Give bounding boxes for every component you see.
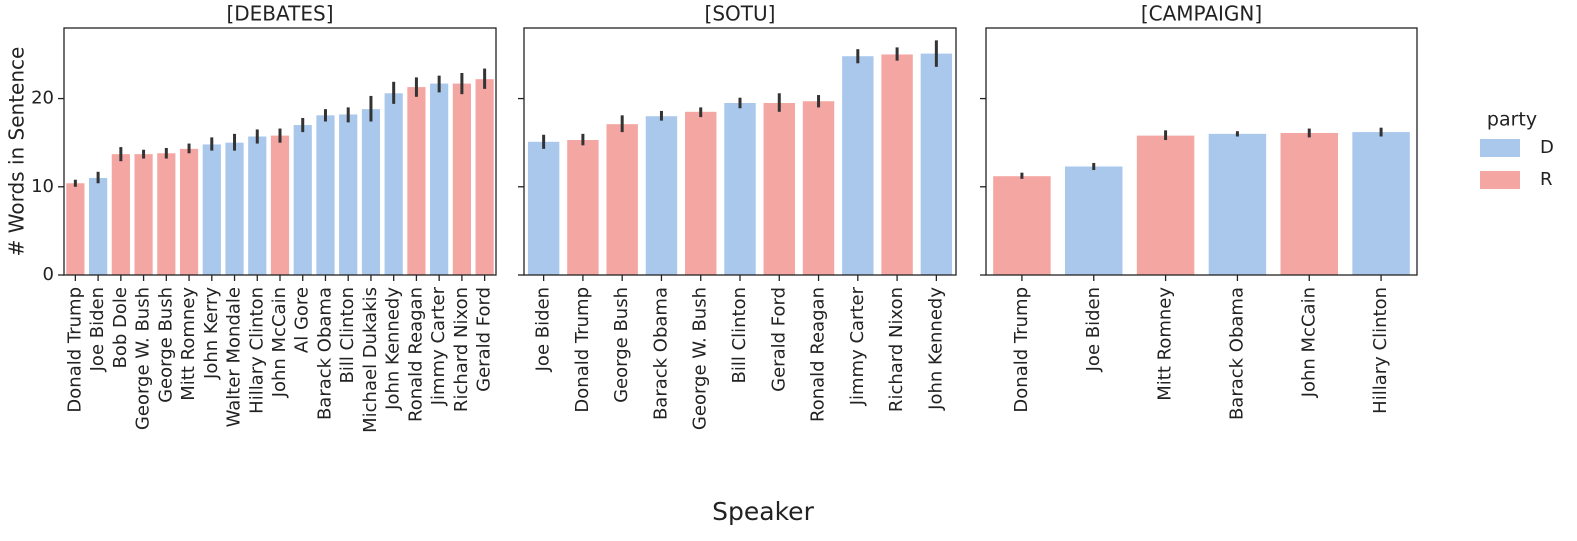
x-tick-label: George W. Bush [133, 287, 154, 430]
bar [802, 101, 835, 275]
bar [452, 83, 471, 275]
bar [1352, 132, 1410, 275]
bar [685, 111, 717, 275]
bar [645, 116, 678, 275]
x-tick-label: Ronald Reagan [808, 287, 829, 422]
legend-title: party [1487, 109, 1537, 131]
x-tick-label: John McCain [269, 287, 290, 398]
x-tick-label: Joe Biden [1083, 287, 1104, 372]
bar [339, 114, 358, 275]
bar [475, 79, 494, 276]
bar [134, 154, 153, 275]
x-tick-label: John Kennedy [925, 287, 946, 411]
x-axis-label: Speaker [712, 497, 814, 526]
legend-label: D [1540, 137, 1554, 158]
y-axis-label: # Words in Sentence [5, 47, 29, 257]
x-tick-label: George Bush [155, 287, 176, 403]
y-tick-label: 20 [31, 88, 54, 109]
y-tick-label: 10 [31, 176, 54, 197]
x-tick-label: Jimmy Carter [847, 286, 868, 406]
panel-frame [985, 27, 1418, 276]
x-tick-label: Al Gore [292, 287, 313, 353]
panel-title: [SOTU] [705, 2, 776, 26]
bar [361, 109, 381, 276]
x-tick-label: Barack Obama [650, 287, 671, 420]
bar [111, 154, 130, 275]
panel-frame [523, 27, 957, 276]
bar [881, 54, 913, 275]
x-tick-label: John McCain [1298, 287, 1319, 398]
x-tick-label: Hillary Clinton [1370, 287, 1391, 414]
x-tick-label: George W. Bush [690, 287, 711, 430]
x-tick-label: Jimmy Carter [428, 286, 449, 406]
x-tick-label: Donald Trump [572, 287, 593, 413]
x-tick-label: Walter Mondale [224, 287, 245, 427]
bar [1136, 135, 1195, 275]
bar [920, 53, 953, 276]
bar [202, 144, 221, 275]
x-tick-label: John Kennedy [383, 287, 404, 411]
y-tick-label: 0 [43, 264, 54, 285]
panel-title: [CAMPAIGN] [1141, 2, 1262, 26]
bar [1280, 132, 1338, 275]
x-tick-label: Richard Nixon [886, 287, 907, 412]
bar [993, 176, 1051, 275]
bar [66, 183, 85, 275]
bar [225, 142, 244, 275]
x-tick-label: Richard Nixon [451, 287, 472, 412]
x-tick-label: Gerald Ford [768, 287, 789, 392]
x-tick-label: Barack Obama [1226, 287, 1247, 420]
x-tick-label: Donald Trump [64, 287, 85, 413]
bar [1065, 166, 1123, 275]
x-tick-label: Joe Biden [87, 287, 108, 372]
panel-title: [DEBATES] [226, 2, 333, 26]
legend-swatch [1480, 171, 1520, 189]
bar [293, 125, 312, 276]
x-tick-label: Hillary Clinton [246, 287, 267, 414]
bar [248, 136, 267, 275]
x-tick-label: John Kerry [201, 287, 222, 380]
bar [316, 115, 335, 275]
bar [430, 83, 449, 275]
bar [384, 93, 403, 276]
bar [407, 87, 426, 275]
x-tick-label: Joe Biden [533, 287, 554, 372]
bar [270, 135, 290, 275]
x-tick-label: Bill Clinton [729, 287, 750, 384]
x-tick-label: Michael Dukakis [360, 287, 381, 433]
x-tick-label: Gerald Ford [474, 287, 495, 392]
bar [179, 148, 199, 275]
legend-label: R [1540, 169, 1553, 190]
bar [157, 153, 176, 275]
bar [842, 56, 874, 275]
bar [606, 124, 638, 276]
bar [1208, 133, 1267, 275]
x-tick-label: Bob Dole [110, 287, 131, 368]
bar [724, 102, 756, 275]
bar [763, 102, 795, 275]
legend-swatch [1480, 139, 1520, 157]
x-tick-label: Mitt Romney [178, 287, 199, 401]
x-tick-label: George Bush [611, 287, 632, 403]
x-tick-label: Bill Clinton [337, 287, 358, 384]
x-tick-label: Donald Trump [1011, 287, 1032, 413]
x-tick-label: Ronald Reagan [405, 287, 426, 422]
panel-frame [63, 27, 497, 276]
bar [527, 141, 560, 275]
bar [89, 177, 108, 275]
x-tick-label: Barack Obama [314, 287, 335, 420]
bar [567, 140, 599, 275]
x-tick-label: Mitt Romney [1155, 287, 1176, 401]
